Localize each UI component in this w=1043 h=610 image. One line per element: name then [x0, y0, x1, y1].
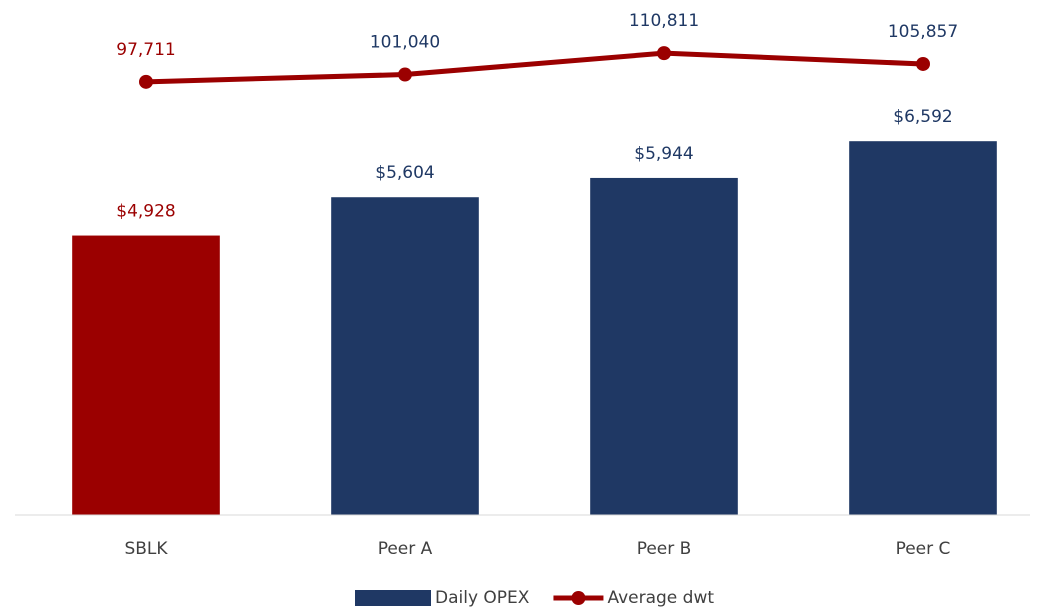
- bar-value-label: $4,928: [116, 202, 175, 222]
- legend-swatch: [355, 590, 431, 606]
- line-value-label: 97,711: [116, 40, 175, 60]
- line-marker: [657, 46, 671, 61]
- bar: [849, 141, 997, 515]
- bar-value-label: $5,604: [375, 163, 434, 183]
- line: [145, 50, 924, 85]
- bar-value-label: $6,592: [893, 107, 952, 127]
- legend-marker: [571, 591, 586, 605]
- bar-value-label: $5,944: [634, 144, 693, 164]
- line-marker: [139, 74, 153, 89]
- line-value-label: 110,811: [629, 11, 699, 31]
- x-tick-label: Peer B: [637, 539, 692, 559]
- line-marker: [916, 56, 930, 71]
- x-tick-label: SBLK: [124, 539, 168, 559]
- legend-label: Average dwt: [607, 588, 714, 608]
- bar: [331, 197, 479, 516]
- x-tick-label: Peer C: [896, 539, 951, 559]
- line-value-label: 105,857: [888, 22, 958, 42]
- bar: [72, 235, 220, 515]
- x-tick-label: Peer A: [378, 539, 433, 559]
- legend-label: Daily OPEX: [435, 588, 530, 608]
- bar: [590, 177, 738, 515]
- line-marker: [398, 67, 412, 82]
- line-value-label: 101,040: [370, 33, 440, 53]
